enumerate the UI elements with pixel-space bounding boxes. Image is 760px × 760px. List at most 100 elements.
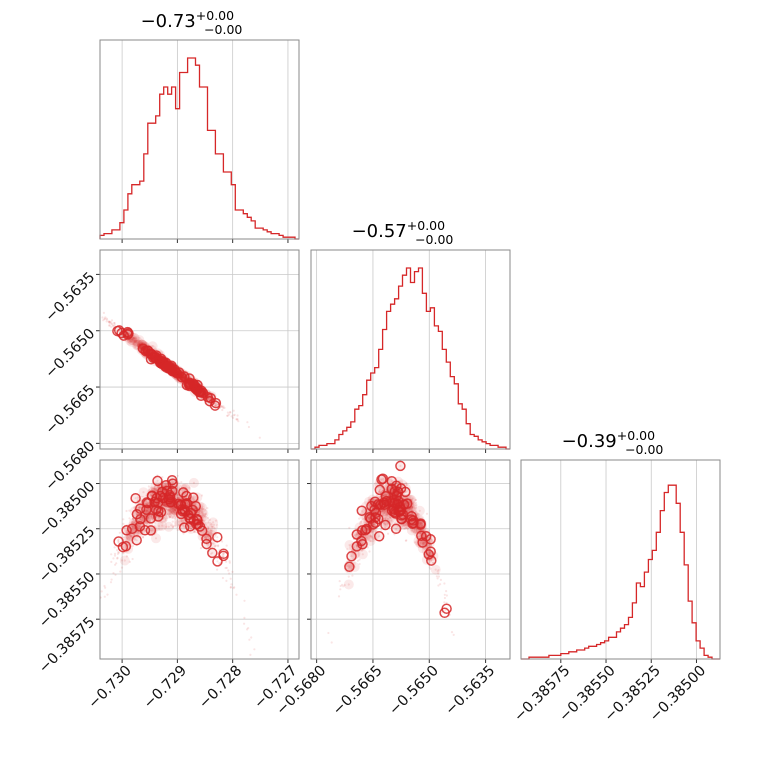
sample-point [443, 593, 446, 596]
density-contour [135, 513, 146, 525]
sample-point [215, 403, 219, 406]
sample-point [116, 552, 119, 556]
sample-point [350, 555, 353, 558]
sample-point [116, 557, 119, 560]
density-fill [349, 562, 360, 572]
sample-point [410, 529, 413, 532]
sample-point [232, 414, 235, 417]
density-fill [131, 535, 142, 546]
sample-point [138, 506, 141, 509]
sample-point [167, 525, 170, 528]
sample-point [133, 336, 136, 339]
density-fill [395, 460, 406, 471]
density-contour [207, 547, 218, 559]
sample-point [207, 543, 210, 546]
x-tick-label-1: −0.728 [196, 663, 245, 712]
panel-frame-0-2 [99, 459, 300, 660]
density-fill [351, 541, 362, 552]
sample-point [202, 514, 205, 517]
sample-point [92, 307, 94, 309]
sample-point [100, 590, 103, 593]
sample-point [183, 526, 186, 529]
density-contour [121, 525, 132, 536]
sample-point [105, 317, 108, 320]
density-panel-1-2 [327, 460, 455, 644]
sample-point [402, 524, 405, 527]
density-fill [134, 335, 145, 346]
sample-point [137, 515, 140, 519]
density-contour [117, 541, 129, 553]
sample-point [362, 517, 365, 520]
sample-point [413, 541, 416, 544]
density-contour [190, 383, 202, 395]
sample-point [378, 535, 381, 538]
density-fill [414, 505, 425, 516]
density-contour [356, 525, 368, 536]
density-fill [346, 551, 357, 562]
sample-point [341, 583, 344, 586]
sample-point [258, 436, 261, 439]
sample-point [200, 510, 203, 513]
sample-point [422, 541, 425, 545]
sample-point [221, 576, 224, 580]
sample-point [164, 507, 167, 510]
sample-point [421, 547, 424, 550]
sample-point [419, 522, 422, 525]
sample-point [150, 486, 153, 489]
sample-point [424, 541, 427, 544]
sample-point [156, 479, 159, 482]
sample-point [154, 487, 157, 490]
sample-point [135, 341, 138, 344]
sample-point [419, 531, 422, 535]
density-contour [191, 513, 203, 525]
sample-point [405, 523, 408, 526]
sample-point [192, 496, 195, 499]
sample-point [222, 405, 225, 408]
sample-point [130, 521, 134, 524]
sample-point [115, 327, 118, 330]
density-contour [395, 483, 407, 494]
sample-point [385, 493, 388, 497]
sample-point [391, 520, 394, 523]
density-contour [212, 556, 223, 567]
sample-point [381, 510, 384, 513]
sample-point [365, 536, 368, 540]
sample-point [171, 520, 174, 523]
sample-point [154, 537, 158, 540]
sample-point [148, 489, 151, 492]
sample-point [413, 533, 416, 537]
sample-point [104, 586, 107, 589]
sample-point [416, 512, 420, 516]
sample-point [93, 312, 95, 314]
sample-point [139, 346, 142, 349]
sample-point [169, 510, 172, 513]
density-contour [346, 551, 357, 562]
density-contour [218, 550, 229, 562]
sample-point [168, 512, 171, 516]
sample-point [109, 581, 113, 584]
sample-point [425, 546, 428, 549]
sample-point [356, 559, 359, 562]
sample-point [367, 528, 370, 531]
sample-point [402, 516, 405, 519]
sample-point [211, 529, 214, 533]
sample-point [108, 324, 111, 327]
sample-point [204, 513, 207, 516]
sample-point [141, 535, 145, 539]
sample-point [359, 521, 362, 524]
density-fill [119, 555, 130, 566]
sample-point [353, 546, 356, 549]
sample-point [131, 524, 134, 528]
sample-point [135, 513, 138, 516]
density-fill [201, 533, 212, 544]
sample-point [117, 538, 120, 541]
sample-point [200, 504, 203, 507]
panel-frame-1-1 [310, 249, 511, 450]
density-contour [425, 546, 436, 557]
x-tick-label-1: −0.729 [141, 663, 190, 712]
density-contour [184, 377, 196, 389]
sample-point [164, 517, 167, 521]
density-contour [150, 504, 162, 515]
sample-point [115, 562, 118, 565]
sample-point [436, 577, 439, 580]
